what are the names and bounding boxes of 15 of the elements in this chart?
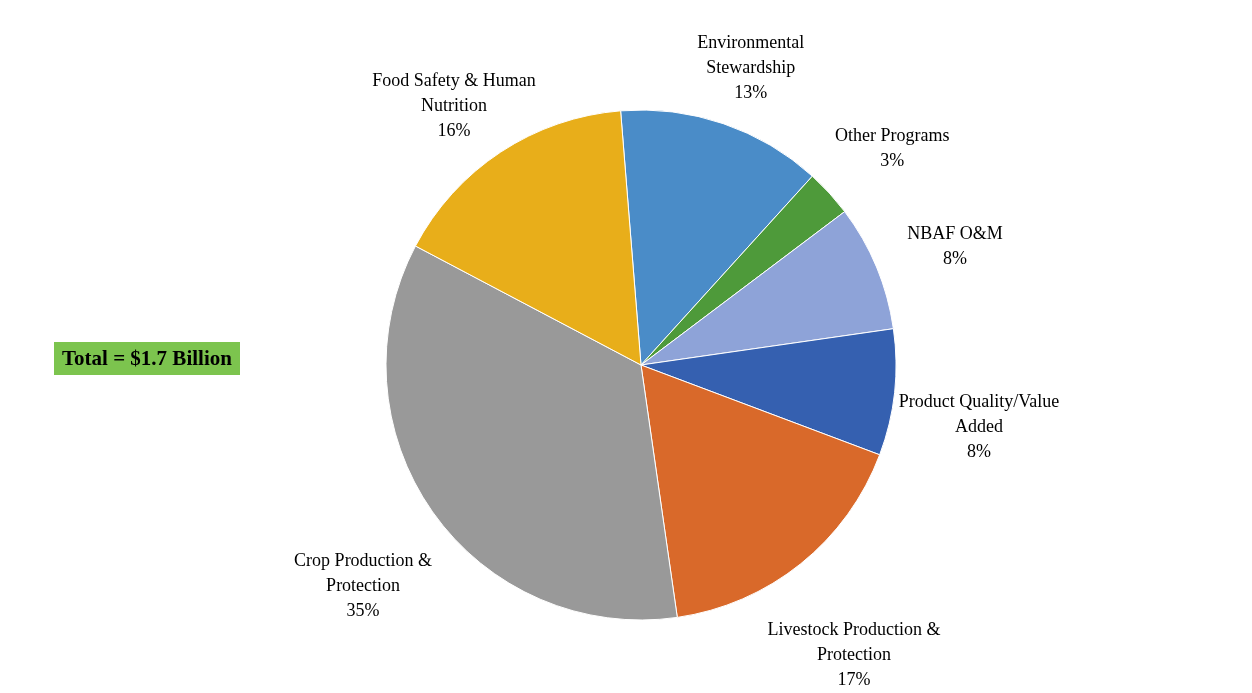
slice-label: NBAF O&M bbox=[907, 223, 1003, 244]
slice-label: Other Programs bbox=[834, 124, 950, 145]
text: Total = $1.7 Billion bbox=[54, 342, 240, 375]
data-label: 16% bbox=[437, 120, 471, 141]
data-label: 8% bbox=[967, 440, 991, 461]
slice-label: Food Safety & Human Nutrition bbox=[372, 70, 536, 116]
data-label: 17% bbox=[837, 669, 871, 690]
data-label: 13% bbox=[734, 82, 768, 103]
slice-label: Livestock Production & Protection bbox=[767, 619, 941, 665]
data-label: 3% bbox=[880, 149, 905, 170]
slice-label: Crop Production & Protection bbox=[294, 549, 433, 595]
data-label: 8% bbox=[942, 248, 967, 269]
slice-label: Product Quality/Value Added bbox=[898, 390, 1060, 436]
data-label: 35% bbox=[346, 599, 380, 620]
slice-label: Environmental Stewardship bbox=[697, 32, 805, 78]
